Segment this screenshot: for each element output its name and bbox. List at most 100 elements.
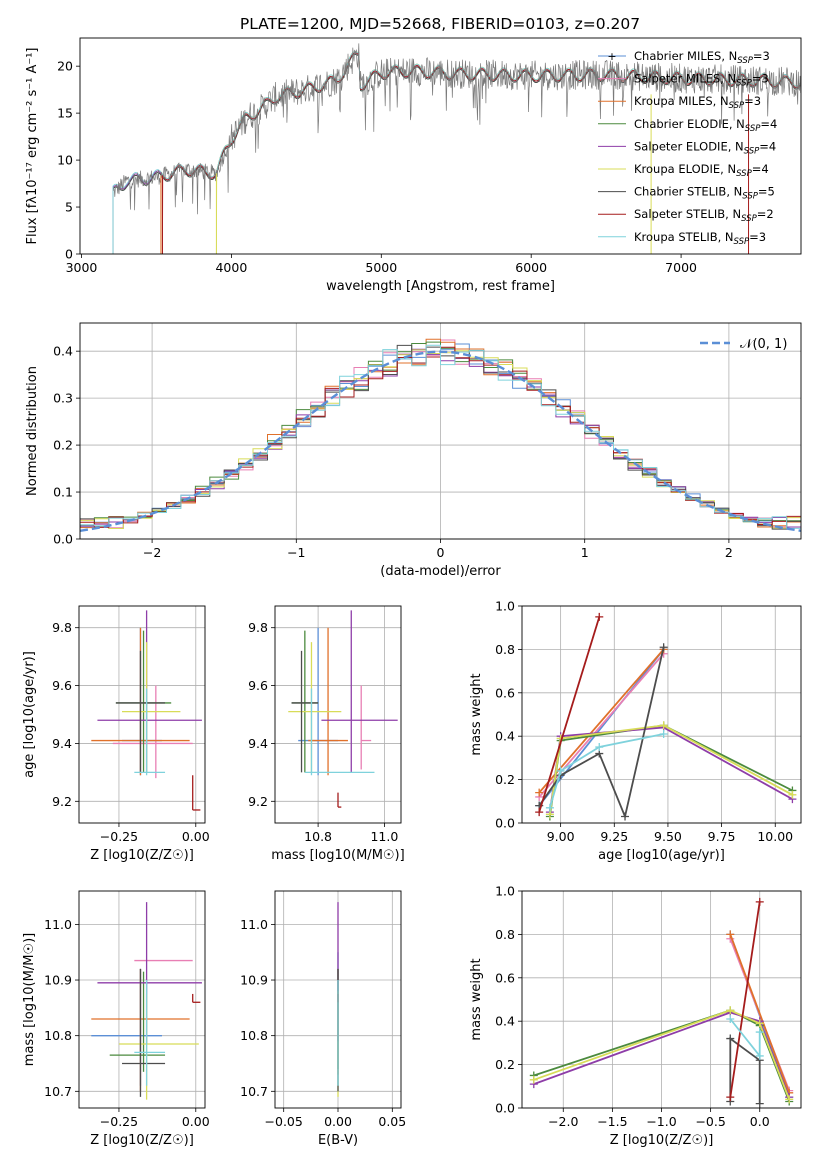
x-axis-label: E(B-V)	[318, 1133, 358, 1148]
y-tick-label: 1.0	[495, 884, 515, 899]
weight-marker	[785, 1095, 794, 1104]
x-tick-label: 9.25	[600, 829, 628, 844]
weight-marker	[659, 643, 668, 652]
x-tick-label: −0.5	[695, 1114, 725, 1129]
x-tick-label: −2.0	[548, 1114, 578, 1129]
plot-area	[80, 338, 801, 532]
weight-line	[549, 726, 793, 813]
legend-entry: Kroupa STELIB, NSSP=3	[634, 230, 766, 247]
weight-marker	[755, 1019, 764, 1028]
axes-frame	[274, 890, 402, 1109]
weight-line	[533, 1009, 791, 1100]
figure-title: PLATE=1200, MJD=52668, FIBERID=0103, z=0…	[240, 15, 640, 33]
legend-spectrum: + Chabrier MILES, NSSP=3 Salpeter MILES, N…	[598, 49, 777, 247]
legend-entry: Salpeter MILES, NSSP=3	[634, 72, 769, 89]
weight-marker	[726, 1015, 735, 1024]
legend-entry: Salpeter ELODIE, NSSP=4	[634, 139, 776, 156]
y-tick-label: 10.8	[240, 1028, 268, 1043]
plot-area	[112, 43, 801, 254]
weight-marker	[595, 743, 604, 752]
y-tick-label: 15	[57, 106, 73, 121]
y-tick-label: 0.8	[495, 642, 515, 657]
weight-line	[538, 648, 665, 794]
y-tick-label: 0.6	[495, 685, 515, 700]
x-tick-label: 5000	[365, 260, 397, 275]
axes-frame	[521, 890, 802, 1109]
y-tick-label: 0.2	[53, 438, 73, 453]
x-tick-label: −1.5	[597, 1114, 627, 1129]
weight-line	[538, 616, 601, 813]
plot-area	[288, 610, 398, 808]
plot-area	[529, 897, 794, 1108]
legend-entry: Chabrier ELODIE, NSSP=4	[634, 117, 777, 134]
x-tick-label: −2	[143, 545, 161, 560]
x-tick-label: 0.00	[182, 829, 210, 844]
weight-line	[729, 901, 761, 1098]
y-tick-label: 10.7	[240, 1084, 268, 1099]
axes-age_vs_mass: 10.8 11.0 9.2 9.4 9.6 9.8 mass [log10(M/M☉)]	[248, 605, 405, 863]
y-tick-label: 20	[57, 59, 73, 74]
x-tick-label: 2	[725, 545, 733, 560]
y-tick-label: 10.9	[240, 973, 268, 988]
x-tick-label: 0.0	[750, 1114, 770, 1129]
x-tick-label: −1.0	[646, 1114, 676, 1129]
x-tick-label: 6000	[515, 260, 547, 275]
axes-weight_vs_age: 9.00 9.25 9.50 9.75 10.00 0.0 0.2 0.4 0.6 0.8 1.0 a…	[469, 599, 802, 863]
weight-marker	[755, 1028, 764, 1037]
y-axis-label: mass weight	[469, 673, 484, 755]
weight-marker	[545, 803, 554, 812]
y-tick-label: 9.6	[248, 678, 268, 693]
x-tick-label: 0.00	[182, 1114, 210, 1129]
y-tick-label: 0.2	[495, 772, 515, 787]
y-tick-label: 0.0	[53, 532, 73, 547]
weight-marker	[755, 1099, 764, 1108]
x-tick-label: 0.00	[324, 1114, 352, 1129]
x-axis-label: Z [log10(Z/Z☉)]	[610, 1133, 714, 1148]
x-tick-label: 11.0	[370, 829, 398, 844]
y-axis-label: mass [log10(M/M☉)]	[22, 933, 37, 1066]
y-tick-label: 9.2	[52, 794, 72, 809]
legend-entry: Chabrier MILES, NSSP=3	[634, 49, 770, 66]
y-axis-label: mass weight	[469, 958, 484, 1040]
x-tick-label: 9.00	[547, 829, 575, 844]
y-tick-label: 0.0	[495, 1101, 515, 1116]
legend-marker: +	[607, 50, 616, 63]
x-axis-label: (data-model)/error	[380, 564, 501, 579]
axes-mass_vs_ebv: −0.05 0.00 0.05 10.7 10.8 10.9 11.0 E(B-V)	[240, 890, 406, 1148]
axes-mass_vs_Z: −0.25 0.00 10.7 10.8 10.9 11.0 Z [log10(Z/Z☉)]…	[22, 890, 210, 1148]
x-axis-label: Z [log10(Z/Z☉)]	[90, 848, 194, 863]
legend-entry: Chabrier STELIB, NSSP=5	[634, 185, 775, 202]
weight-marker	[659, 721, 668, 730]
y-tick-label: 11.0	[44, 917, 72, 932]
y-tick-label: 10.9	[44, 973, 72, 988]
weight-line	[729, 934, 791, 1094]
y-tick-label: 0.0	[495, 816, 515, 831]
y-tick-label: 0	[65, 247, 73, 262]
weight-marker	[726, 1006, 735, 1015]
y-tick-label: 0.2	[495, 1057, 515, 1072]
x-tick-label: 3000	[66, 260, 98, 275]
x-tick-label: −0.25	[100, 829, 138, 844]
x-axis-label: wavelength [Angstrom, rest frame]	[326, 279, 555, 294]
x-tick-label: 1	[581, 545, 589, 560]
x-axis-label: mass [log10(M/M☉)]	[271, 848, 404, 863]
x-tick-label: 9.50	[654, 829, 682, 844]
legend-entry: Kroupa MILES, NSSP=3	[634, 94, 761, 111]
weight-marker	[726, 1093, 735, 1102]
weight-marker	[556, 766, 565, 775]
y-tick-label: 10	[57, 153, 73, 168]
y-tick-label: 0.8	[495, 927, 515, 942]
weight-marker	[595, 612, 604, 621]
x-axis-label: Z [log10(Z/Z☉)]	[90, 1133, 194, 1148]
y-tick-label: 9.8	[248, 620, 268, 635]
weight-marker	[535, 788, 544, 797]
gaussian-curve	[80, 350, 801, 532]
plot-area	[535, 612, 797, 821]
axes-spectrum: 3000 4000 5000 6000 7000 0 5 10 15 20 wavelength […	[25, 37, 802, 294]
y-tick-label: 11.0	[240, 917, 268, 932]
weight-marker	[755, 1051, 764, 1060]
x-tick-label: −0.25	[100, 1114, 138, 1129]
weight-marker	[755, 897, 764, 906]
axes-frame	[274, 605, 402, 824]
y-tick-label: 5	[65, 200, 73, 215]
